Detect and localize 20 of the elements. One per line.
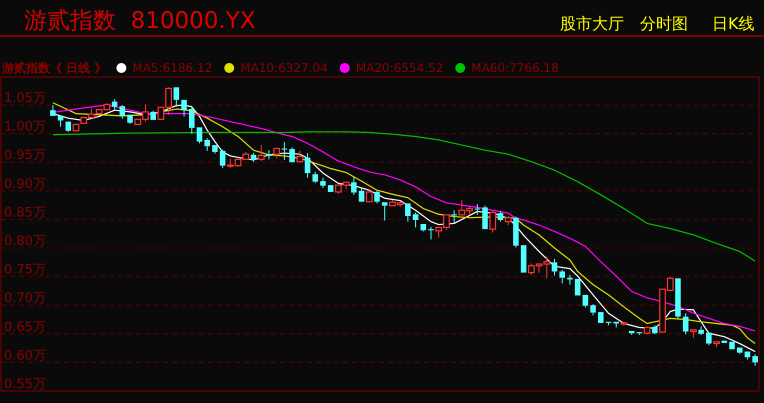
text: 分时图 xyxy=(640,14,688,33)
y-tick-label: 1.00万 xyxy=(4,120,46,135)
y-tick-label: 0.95万 xyxy=(4,148,46,164)
legend-label: MA60:7766.18 xyxy=(471,61,559,75)
y-tick-label: 0.75万 xyxy=(4,262,46,278)
text: 日K线 xyxy=(712,14,754,33)
y-tick-label: 0.70万 xyxy=(4,291,46,306)
legend-label: MA5:6186.12 xyxy=(132,61,212,75)
y-tick-label: 0.85万 xyxy=(4,205,46,220)
y-tick-label: 0.60万 xyxy=(4,348,46,364)
y-tick-label: 0.90万 xyxy=(4,176,46,192)
y-tick-label: 0.65万 xyxy=(4,320,46,335)
chart-title: 游贰指数 810000.YX xyxy=(24,8,256,34)
legend-title: 游贰指数《 日线 》 xyxy=(1,61,106,75)
legend-label: MA20:6554.52 xyxy=(356,61,444,75)
y-tick-label: 0.55万 xyxy=(4,377,46,392)
legend-label: MA10:6327.04 xyxy=(240,61,328,75)
text: 股市大厅 xyxy=(560,14,624,33)
y-tick-label: 1.05万 xyxy=(4,91,46,106)
y-tick-label: 0.80万 xyxy=(4,234,46,250)
